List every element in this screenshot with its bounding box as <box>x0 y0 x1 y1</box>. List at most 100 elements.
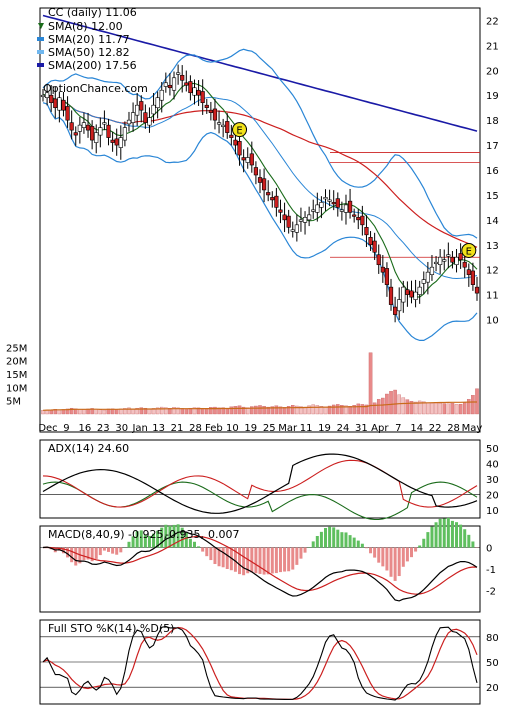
volume-bar <box>65 408 70 415</box>
candle-body <box>352 214 357 217</box>
earnings-marker-label: E <box>466 246 472 257</box>
candle-body <box>274 195 279 208</box>
candle-body <box>442 259 447 262</box>
volume-bar <box>331 404 336 415</box>
sma200-line <box>42 14 478 132</box>
volume-bar <box>422 401 426 415</box>
candle-body <box>114 138 119 146</box>
candle-body <box>245 157 250 163</box>
candle-body <box>122 127 127 141</box>
date-tick-label: 31 <box>355 423 368 434</box>
volume-bar <box>467 399 471 415</box>
candle-body <box>118 137 123 148</box>
candle-body <box>73 132 78 136</box>
volume-bar <box>401 397 406 415</box>
macd-histogram-bar <box>352 537 356 548</box>
volume-tick-label: 20M <box>6 357 27 368</box>
volume-bar <box>344 405 348 415</box>
candle-body <box>413 291 418 300</box>
chart-title: CC (daily) 11.06 <box>48 6 137 19</box>
price-tick-label: 19 <box>486 91 499 102</box>
candle-body <box>196 89 201 96</box>
volume-bar <box>291 405 295 415</box>
candle-body <box>98 127 103 136</box>
macd-histogram-bar <box>418 545 422 548</box>
macd-histogram-bar <box>258 547 262 574</box>
macd-tick-label: 0 <box>486 544 492 555</box>
macd-histogram-bar <box>94 547 98 559</box>
volume-tick-label: 5M <box>6 397 21 408</box>
volume-tick-label: 25M <box>6 343 27 354</box>
date-tick-label: Jan <box>131 423 147 434</box>
adx-tick-label: 10 <box>486 506 499 517</box>
macd-histogram-bar <box>86 547 90 560</box>
candle-body <box>126 119 132 125</box>
volume-bar <box>360 404 365 415</box>
macd-histogram-bar <box>176 524 180 548</box>
macd-histogram-bar <box>364 547 368 549</box>
price-tick-label: 11 <box>486 291 499 302</box>
macd-histogram-bar <box>98 547 102 556</box>
price-tick-label: 16 <box>486 166 499 177</box>
volume-bar <box>389 391 393 415</box>
candle-body <box>397 299 402 312</box>
volume-bar <box>209 407 213 415</box>
sma20-line <box>42 93 478 280</box>
candle-body <box>94 132 99 143</box>
adx-line <box>42 453 478 514</box>
legend-label: SMA(20) 11.77 <box>48 33 130 46</box>
candle-body <box>307 214 312 221</box>
macd-histogram-bar <box>360 543 364 548</box>
legend-swatch <box>37 63 44 67</box>
legend-label: SMA(50) 12.82 <box>48 46 130 59</box>
macd-histogram-bar <box>217 547 221 567</box>
candle-body <box>450 256 455 263</box>
candle-body <box>65 106 70 121</box>
bollinger-lower <box>42 102 478 341</box>
adx-tick-label: 50 <box>486 444 499 455</box>
date-tick-label: 16 <box>79 423 92 434</box>
date-tick-label: 11 <box>300 423 313 434</box>
volume-bar <box>168 407 172 415</box>
candle-body <box>282 214 287 221</box>
macd-histogram-bar <box>57 547 61 551</box>
date-tick-label: Mar <box>278 423 298 434</box>
candle-body <box>233 139 238 146</box>
date-tick-label: 25 <box>263 423 276 434</box>
candle-body <box>438 256 443 266</box>
legend-label: SMA(8) 12.00 <box>48 20 123 33</box>
price-tick-label: 14 <box>486 216 499 227</box>
candle-body <box>192 87 197 96</box>
price-tick-label: 17 <box>486 141 499 152</box>
volume-bar <box>336 404 340 415</box>
volume-bar <box>413 401 418 415</box>
candle-body <box>171 77 177 91</box>
price-tick-label: 15 <box>486 191 499 202</box>
volume-bar <box>135 407 139 415</box>
macd-histogram-bar <box>348 535 352 548</box>
macd-histogram-bar <box>205 547 209 557</box>
macd-histogram-bar <box>66 547 70 558</box>
adx-tick-label: 30 <box>486 475 499 486</box>
sto-tick-label: 80 <box>486 633 499 644</box>
volume-bar <box>385 393 389 415</box>
macd-histogram-bar <box>315 535 319 548</box>
price-tick-label: 13 <box>486 241 499 252</box>
macd-signal-line <box>42 535 478 595</box>
macd-tick-label: -2 <box>486 587 496 598</box>
volume-bar <box>446 403 451 415</box>
volume-bar <box>266 406 270 415</box>
date-tick-label: 28 <box>447 423 460 434</box>
candle-body <box>388 286 394 305</box>
macd-histogram-bar <box>459 524 463 548</box>
price-tick-label: 12 <box>486 266 499 277</box>
volume-bar <box>340 405 344 415</box>
macd-histogram-bar <box>250 547 254 573</box>
sto-d-line <box>42 626 478 700</box>
macd-histogram-bar <box>401 547 405 567</box>
macd-histogram-bar <box>184 532 188 548</box>
macd-histogram-bar <box>393 547 397 581</box>
candle-body <box>200 91 205 104</box>
volume-bar <box>217 407 221 415</box>
macd-histogram-bar <box>450 520 454 548</box>
